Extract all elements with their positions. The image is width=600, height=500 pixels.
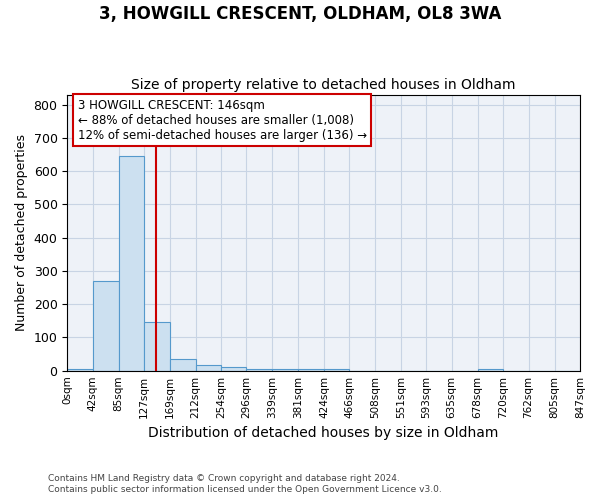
Text: 3 HOWGILL CRESCENT: 146sqm
← 88% of detached houses are smaller (1,008)
12% of s: 3 HOWGILL CRESCENT: 146sqm ← 88% of deta… [77, 98, 367, 142]
Bar [67, 369, 93, 370]
Bar [221, 368, 247, 370]
Bar [478, 369, 503, 370]
Title: Size of property relative to detached houses in Oldham: Size of property relative to detached ho… [131, 78, 516, 92]
Bar [298, 369, 324, 370]
Bar [272, 369, 298, 370]
Bar [119, 156, 144, 370]
Text: Contains HM Land Registry data © Crown copyright and database right 2024.
Contai: Contains HM Land Registry data © Crown c… [48, 474, 442, 494]
Y-axis label: Number of detached properties: Number of detached properties [15, 134, 28, 331]
Bar [196, 364, 221, 370]
Text: 3, HOWGILL CRESCENT, OLDHAM, OL8 3WA: 3, HOWGILL CRESCENT, OLDHAM, OL8 3WA [99, 5, 501, 23]
Bar [170, 359, 196, 370]
Bar [324, 369, 349, 370]
X-axis label: Distribution of detached houses by size in Oldham: Distribution of detached houses by size … [148, 426, 499, 440]
Bar [247, 369, 272, 370]
Bar [144, 322, 170, 370]
Bar [93, 281, 119, 370]
